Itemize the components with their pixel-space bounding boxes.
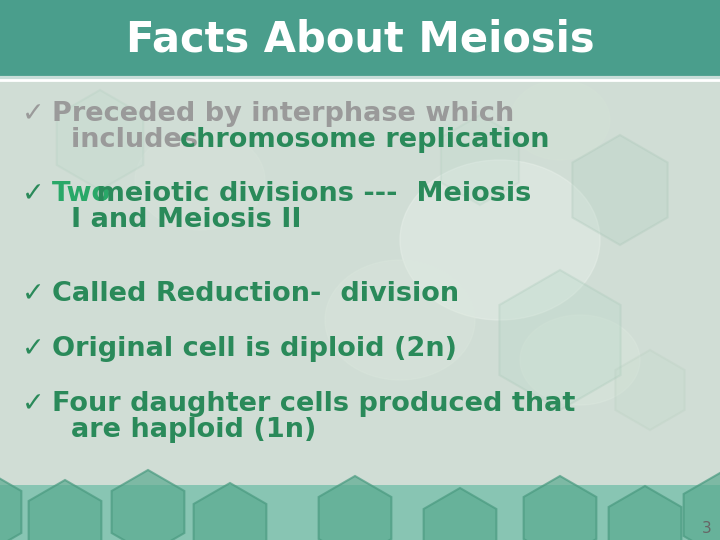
Polygon shape bbox=[319, 476, 392, 540]
FancyBboxPatch shape bbox=[0, 485, 720, 540]
Text: meiotic divisions ---  Meiosis: meiotic divisions --- Meiosis bbox=[87, 181, 531, 207]
Ellipse shape bbox=[520, 315, 640, 405]
Polygon shape bbox=[29, 480, 102, 540]
Text: I and Meiosis II: I and Meiosis II bbox=[52, 207, 302, 233]
Text: Preceded by interphase which: Preceded by interphase which bbox=[52, 101, 514, 127]
Ellipse shape bbox=[135, 130, 265, 230]
Text: chromosome replication: chromosome replication bbox=[179, 127, 549, 153]
Polygon shape bbox=[683, 473, 720, 540]
Polygon shape bbox=[523, 476, 596, 540]
Ellipse shape bbox=[325, 260, 475, 380]
Polygon shape bbox=[0, 470, 22, 540]
Polygon shape bbox=[616, 350, 685, 430]
Polygon shape bbox=[57, 90, 143, 190]
Text: ✓: ✓ bbox=[22, 181, 45, 207]
Text: are haploid (1n): are haploid (1n) bbox=[52, 417, 316, 443]
Ellipse shape bbox=[510, 80, 610, 160]
Polygon shape bbox=[500, 270, 621, 410]
Polygon shape bbox=[112, 470, 184, 540]
Text: Two: Two bbox=[52, 181, 111, 207]
Text: ✓: ✓ bbox=[22, 281, 45, 307]
Text: ✓: ✓ bbox=[22, 336, 45, 362]
Text: 3: 3 bbox=[702, 521, 712, 536]
Polygon shape bbox=[423, 488, 496, 540]
Ellipse shape bbox=[400, 160, 600, 320]
Text: Four daughter cells produced that: Four daughter cells produced that bbox=[52, 391, 575, 417]
Text: ✓: ✓ bbox=[22, 391, 45, 417]
Polygon shape bbox=[194, 483, 266, 540]
Text: includes: includes bbox=[52, 127, 207, 153]
Polygon shape bbox=[441, 115, 519, 205]
Text: Facts About Meiosis: Facts About Meiosis bbox=[126, 18, 594, 60]
FancyBboxPatch shape bbox=[0, 0, 720, 78]
Text: Original cell is diploid (2n): Original cell is diploid (2n) bbox=[52, 336, 457, 362]
Text: Called Reduction-  division: Called Reduction- division bbox=[52, 281, 459, 307]
Polygon shape bbox=[608, 486, 681, 540]
Text: ✓: ✓ bbox=[22, 101, 45, 127]
Polygon shape bbox=[572, 135, 667, 245]
